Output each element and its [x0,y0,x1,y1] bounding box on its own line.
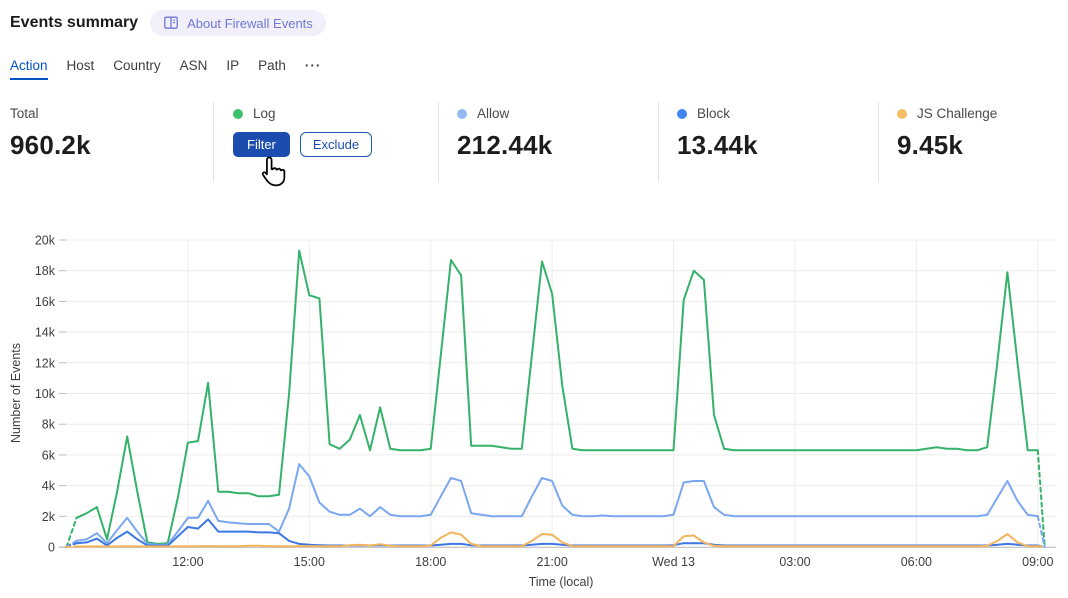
log-series-dot [233,108,243,119]
stat-divider [658,102,659,182]
stat-js-challenge-value: 9.45k [897,130,964,160]
x-tick-label: 15:00 [294,555,325,569]
series-line-log-partial-end [1036,449,1046,548]
y-tick-label: 6k [42,448,56,462]
y-tick-label: 14k [35,326,56,340]
stat-divider [213,102,214,182]
about-badge-label: About Firewall Events [187,15,313,31]
y-tick-label: 4k [42,479,56,493]
stat-divider [878,102,879,182]
mouse-cursor-pointer-icon [261,156,286,187]
stat-total-label: Total [10,106,39,121]
y-axis-title: Number of Events [9,343,23,443]
stat-allow-label: Allow [477,106,510,121]
y-tick-label: 10k [35,387,56,401]
tab-ip[interactable]: IP [226,58,240,73]
stat-block-value: 13.44k [677,130,758,160]
y-tick-label: 12k [35,356,56,370]
page-header: Events summary About Firewall Events [10,10,326,36]
filter-button[interactable]: Filter [233,132,290,157]
y-tick-label: 2k [42,510,56,524]
book-icon [164,16,178,29]
tab-path[interactable]: Path [258,58,286,73]
series-line-allow [75,463,1039,546]
y-tick-label: 18k [35,264,56,278]
stat-total: Total 960.2k [10,106,91,161]
stat-allow-value: 212.44k [457,130,553,160]
block-series-dot [677,108,687,119]
stat-js-challenge-label: JS Challenge [917,106,998,121]
about-firewall-events-badge[interactable]: About Firewall Events [150,10,326,36]
stat-divider [438,102,439,182]
tab-action[interactable]: Action [10,58,48,80]
y-tick-label: 16k [35,295,56,309]
stat-block-label: Block [697,106,731,121]
summary-tabs: Action Host Country ASN IP Path ··· [10,58,321,80]
y-tick-label: 8k [42,418,56,432]
exclude-button[interactable]: Exclude [299,132,373,157]
x-axis-title: Time (local) [529,575,594,589]
stat-block: Block 13.44k [677,106,758,161]
tab-country[interactable]: Country [113,58,161,73]
page-title: Events summary [10,14,139,31]
series-line-js-challenge [75,531,1039,548]
stat-total-value: 960.2k [10,130,91,160]
stat-log-label: Log [253,106,276,121]
x-tick-label: 18:00 [415,555,446,569]
x-tick-label: 21:00 [536,555,567,569]
events-timeseries-chart: 0 2k 4k 6k 8k 10k 12k 14k 16k 18k 20k 12:00 15:00 18:… [9,234,1056,589]
series-line-allow-partial-end [1036,515,1046,548]
y-tick-label: 20k [35,234,56,248]
stat-js-challenge: JS Challenge 9.45k [897,106,997,161]
js-challenge-series-dot [897,108,907,119]
x-tick-label: 06:00 [901,555,932,569]
allow-series-dot [457,108,467,119]
x-tick-label: 03:00 [779,555,810,569]
y-tick-label: 0 [48,541,55,555]
series-line-log [75,249,1039,545]
x-tick-label: 12:00 [172,555,203,569]
tab-host[interactable]: Host [66,58,95,73]
series-line-log-partial-start [65,516,78,548]
series-line-js-challenge-partial-end [1036,545,1046,548]
x-tick-label: Wed 13 [652,555,695,569]
stat-log: Log Filter Exclude [233,106,373,157]
series-line-block [75,518,1039,547]
stat-allow: Allow 212.44k [457,106,552,161]
more-tabs-button[interactable]: ··· [304,58,322,73]
x-tick-label: 09:00 [1022,555,1053,569]
tab-asn[interactable]: ASN [179,58,208,73]
